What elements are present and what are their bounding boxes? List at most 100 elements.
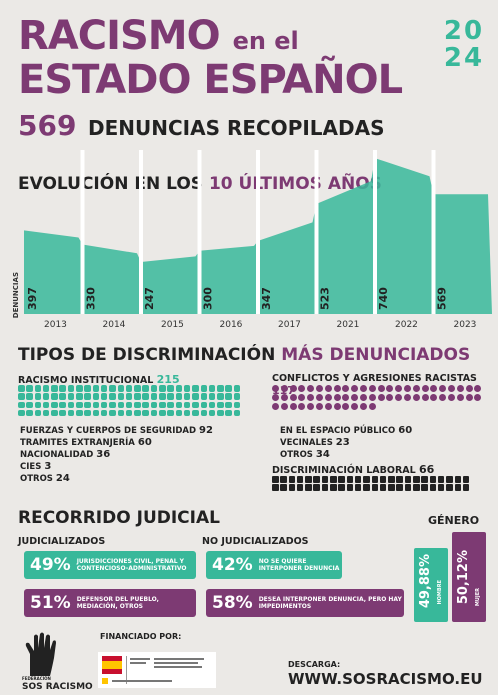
dot-unit xyxy=(150,409,158,417)
dot-unit xyxy=(109,409,116,417)
dot-unit xyxy=(167,401,174,409)
dot-unit xyxy=(142,401,149,409)
dot-unit xyxy=(34,409,42,417)
dot-unit xyxy=(217,393,224,400)
dot-unit xyxy=(34,401,42,409)
dot-unit xyxy=(289,385,297,392)
dot-unit xyxy=(134,409,141,417)
dot-unit xyxy=(474,385,482,392)
list-item: CIES 3 xyxy=(20,461,52,472)
dot-unit xyxy=(26,401,33,409)
dot-unit xyxy=(430,385,438,392)
dot-unit xyxy=(447,385,455,392)
dot-unit xyxy=(280,402,288,410)
dot-unit xyxy=(342,393,350,401)
dot-unit xyxy=(421,484,428,491)
dot-unit xyxy=(125,385,133,392)
dot-unit xyxy=(359,393,367,401)
dot-unit xyxy=(225,385,232,392)
dot-unit xyxy=(395,393,403,401)
dot-unit xyxy=(272,476,279,483)
total-denuncias-label: DENUNCIAS RECOPILADAS xyxy=(88,116,385,140)
dot-unit xyxy=(175,409,183,417)
dot-unit xyxy=(465,385,473,392)
dot-unit xyxy=(34,385,42,392)
hombre-pct: 49,88% xyxy=(418,554,433,609)
hand-logo-icon xyxy=(22,632,62,676)
year-separator xyxy=(197,150,202,314)
dot-unit xyxy=(315,385,323,392)
dot-unit xyxy=(462,484,470,491)
institucional-heading: RACISMO INSTITUCIONAL 215 xyxy=(18,373,180,386)
evolution-heading: EVOLUCIÓN EN LOS 10 ÚLTIMOS AÑOS xyxy=(18,174,382,194)
dot-unit xyxy=(92,393,100,400)
dot-unit xyxy=(217,385,224,392)
total-denuncias-number: 569 xyxy=(18,109,77,142)
bar-value-label: 300 xyxy=(202,287,215,310)
no-judicializados-label: NO JUDICIALIZADOS xyxy=(202,536,309,547)
gender-heading: GÉNERO xyxy=(428,514,480,527)
dot-unit xyxy=(333,393,341,401)
dot-unit xyxy=(26,393,33,400)
bar-value-label: 397 xyxy=(26,287,39,310)
year-separator xyxy=(256,150,260,314)
hombre-label: HOMBRE xyxy=(437,580,443,605)
dot-unit xyxy=(338,476,345,483)
dot-unit xyxy=(429,484,437,491)
dot-unit xyxy=(430,393,438,401)
dot-unit xyxy=(84,385,91,392)
dot-unit xyxy=(307,402,315,410)
dot-unit xyxy=(67,385,75,392)
list-item: FUERZAS Y CUERPOS DE SEGURIDAD 92 xyxy=(20,425,213,436)
dot-unit xyxy=(404,484,412,491)
org-name: SOS RACISMO xyxy=(22,682,93,692)
dot-unit xyxy=(377,385,385,392)
dot-unit xyxy=(288,484,296,491)
dot-unit xyxy=(371,484,379,491)
judicializados-label: JUDICIALIZADOS xyxy=(18,536,106,547)
dot-unit xyxy=(324,402,332,410)
dot-unit xyxy=(167,385,174,392)
dot-unit xyxy=(454,484,462,491)
dot-unit xyxy=(465,393,473,401)
bar-value-label: 569 xyxy=(436,287,449,310)
dot-unit xyxy=(192,385,199,392)
dot-unit xyxy=(342,385,350,392)
dot-unit xyxy=(208,409,216,417)
y-axis-label: DENUNCIAS xyxy=(12,272,20,319)
dot-unit xyxy=(233,393,241,400)
dot-unit xyxy=(167,409,174,417)
list-item: EN EL ESPACIO PÚBLICO 60 xyxy=(280,425,413,436)
laboral-heading: DISCRIMINACIÓN LABORAL 66 xyxy=(272,463,435,476)
dot-unit xyxy=(413,476,420,483)
dot-unit xyxy=(18,409,25,417)
dot-unit xyxy=(289,393,297,401)
dot-unit xyxy=(446,484,453,491)
dot-unit xyxy=(192,409,199,417)
dot-unit xyxy=(208,385,216,392)
dot-unit xyxy=(208,401,216,409)
download-link[interactable]: WWW.SOSRACISMO.EU xyxy=(288,670,483,688)
dot-unit xyxy=(333,385,341,392)
year-tick-label: 2013 xyxy=(44,320,67,330)
dot-unit xyxy=(100,393,108,400)
dot-unit xyxy=(175,401,183,409)
dot-unit xyxy=(84,401,91,409)
conflictos-dots xyxy=(272,385,490,411)
dot-unit xyxy=(159,385,166,392)
dot-unit xyxy=(167,393,174,400)
year-separator xyxy=(139,150,143,314)
dot-unit xyxy=(200,385,208,392)
dot-unit xyxy=(447,393,455,401)
dot-unit xyxy=(84,393,91,400)
dot-unit xyxy=(474,393,482,401)
dot-unit xyxy=(67,409,75,417)
list-item: TRAMITES EXTRANJERÍA 60 xyxy=(20,437,152,448)
year-separator xyxy=(314,150,319,314)
dot-unit xyxy=(134,393,141,400)
dot-unit xyxy=(321,476,329,483)
dot-unit xyxy=(34,393,42,400)
dot-unit xyxy=(225,401,232,409)
dot-unit xyxy=(403,385,411,392)
dot-unit xyxy=(142,393,149,400)
